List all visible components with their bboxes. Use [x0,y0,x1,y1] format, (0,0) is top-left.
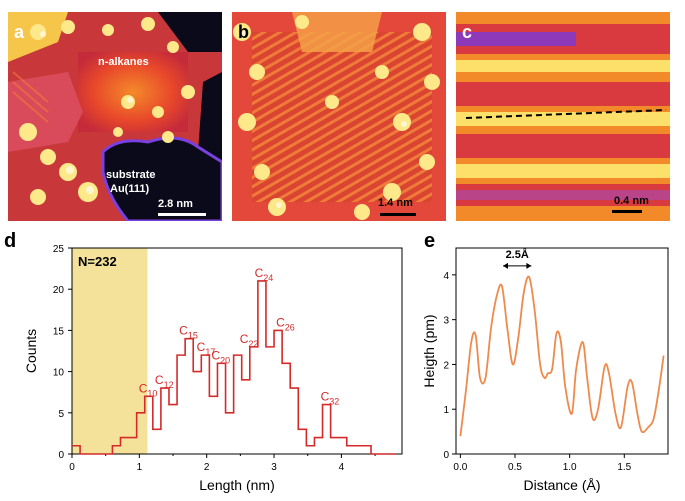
scalebar-label-c: 0.4 nm [614,195,649,207]
y-tick-label: 5 [58,409,64,420]
stm-image-a: a n-alkanes substrate Au(111) 2.8 nm [8,12,222,221]
y-tick-label: 4 [443,271,449,282]
plot-frame [455,247,669,455]
peak-label-sub: 24 [263,273,273,283]
peak-label-sub: 20 [220,355,230,365]
x-tick-label: 2 [204,462,210,473]
peak-label-sub: 12 [164,380,174,390]
x-tick-label: 1.5 [617,462,631,473]
plot-frame [71,247,403,455]
height-profile-chart: 0 1 2 3 4 0.0 0.5 1.0 1.5 2.5Å Distance (Å) Heigth … [421,247,669,493]
histogram-line [72,280,396,455]
shaded-region [72,248,148,454]
arrowhead-right [526,262,532,269]
x-axis-label: Length (nm) [199,477,274,493]
x-tick-label: 1 [137,462,143,473]
peak-label: C15 [179,324,198,341]
x-tick-label: 0.0 [453,462,467,473]
panel-label-e: e [424,230,436,252]
x-tick-label: 0 [69,462,75,473]
x-tick-label: 0.5 [508,462,522,473]
y-axis-label: Counts [23,329,39,373]
y-tick-label: 25 [53,244,65,255]
peak-label-sub: 22 [248,339,258,349]
stm-image-b-graphic: b 1.4 nm [232,12,446,221]
stm-image-a-graphic: a n-alkanes substrate Au(111) 2.8 nm [8,12,222,221]
panel-label-d: d [4,230,17,252]
peak-label-sub: 32 [329,397,339,407]
y-tick-label: 20 [53,285,65,296]
y-axis-label: Heigth (pm) [421,314,437,387]
y-tick-label: 3 [443,316,449,327]
profile-line [459,275,665,437]
arrowhead-left [502,262,508,269]
peak-label: C20 [211,348,230,365]
stm-image-c: c 0.4 nm [456,12,670,221]
annotation-text: 2.5Å [506,248,529,261]
panel-label-c: c [462,22,472,42]
peak-label-sub: 15 [188,331,198,341]
y-tick-label: 10 [53,368,65,379]
scalebar-label-a: 2.8 nm [158,198,193,210]
peak-label: C12 [155,373,174,390]
scalebar-label-b: 1.4 nm [378,197,413,209]
y-tick-label: 2 [443,360,449,371]
y-tick-label: 0 [443,450,449,461]
x-tick-label: 3 [271,462,277,473]
x-tick-label: 4 [339,462,345,473]
annotation-n-alkanes: n-alkanes [98,56,149,68]
peak-label: C22 [240,332,259,349]
stm-image-c-graphic: c 0.4 nm [456,12,670,221]
panel-label-a: a [14,22,25,42]
y-tick-label: 15 [53,326,65,337]
inset-text: N=232 [78,254,117,269]
peak-label-sub: 10 [147,388,157,398]
peak-label-sub: 17 [205,347,215,357]
annotation-au111: Au(111) [110,183,149,195]
x-axis-label: Distance (Å) [523,477,600,493]
stm-image-b: b 1.4 nm [232,12,446,221]
y-tick-label: 1 [443,405,449,416]
peak-label-sub: 26 [285,322,295,332]
x-tick-label: 1.0 [563,462,577,473]
annotation-substrate: substrate [106,169,156,181]
y-tick-label: 0 [58,450,64,461]
panel-label-b: b [238,22,249,42]
